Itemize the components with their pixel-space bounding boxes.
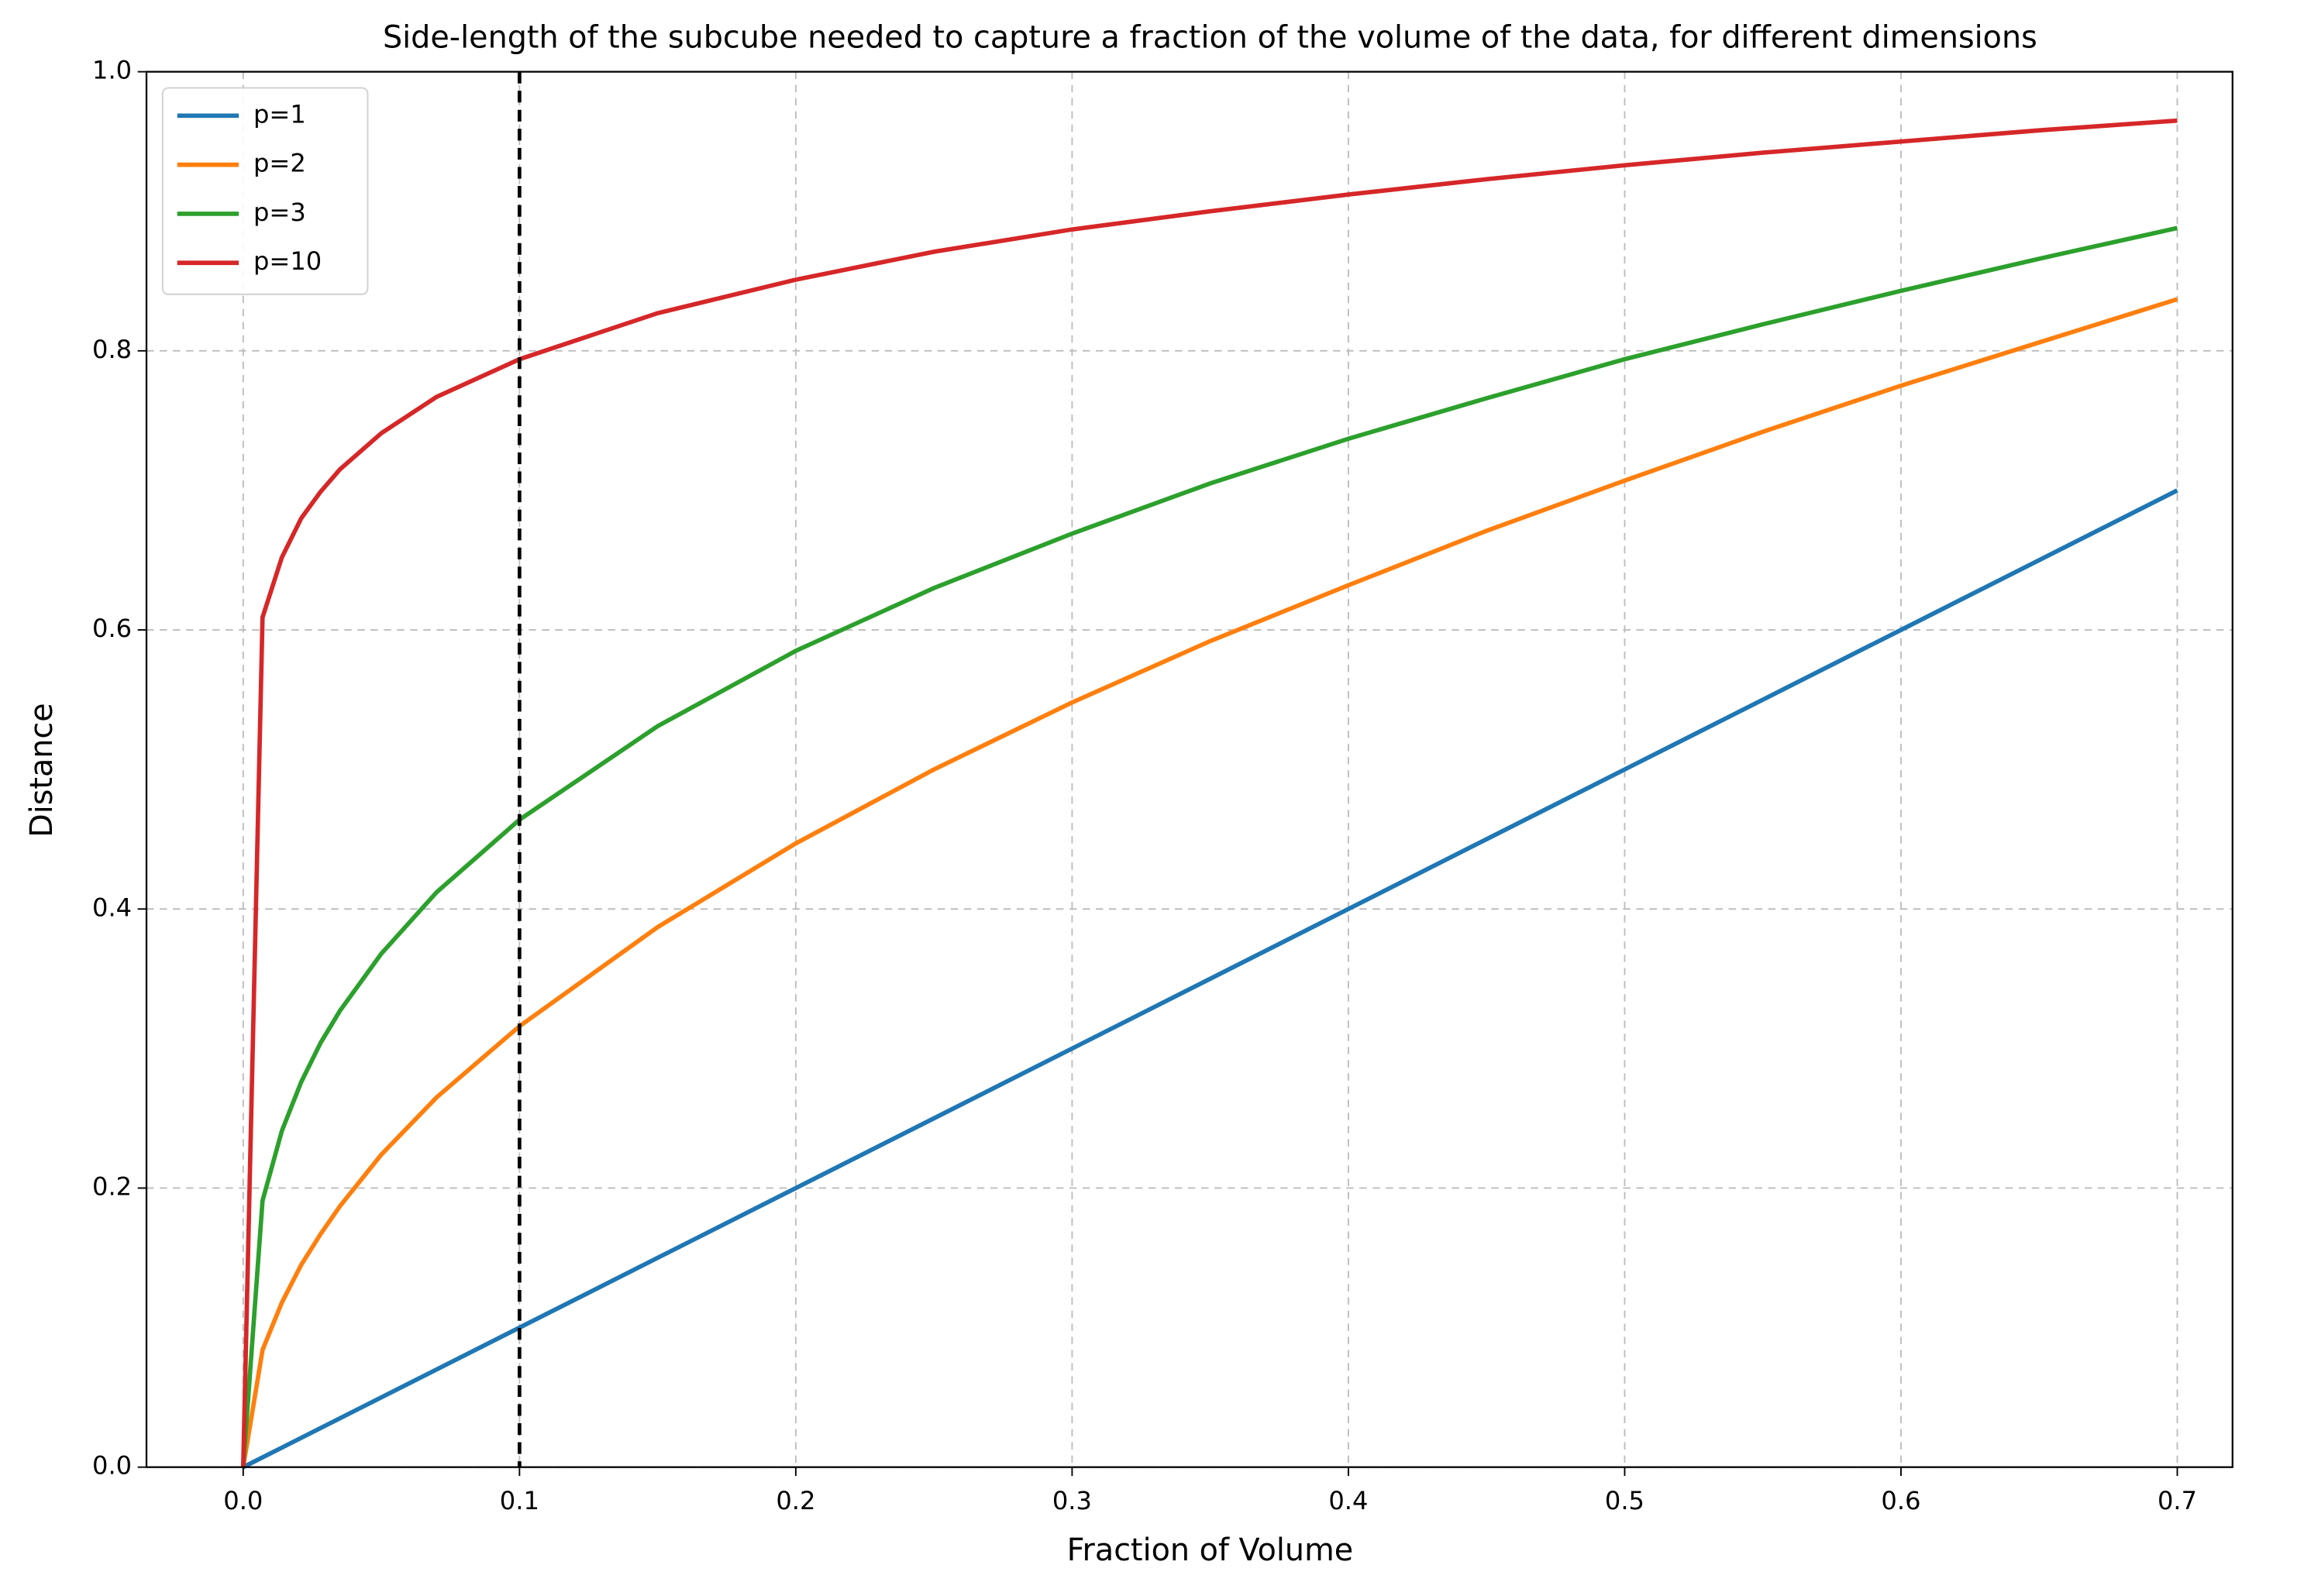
x-tick-label: 0.1	[500, 1486, 539, 1515]
y-tick-label: 0.4	[92, 893, 132, 922]
x-tick-label: 0.7	[2158, 1486, 2197, 1515]
legend-label: p=2	[253, 149, 306, 178]
x-tick-label: 0.0	[223, 1486, 263, 1515]
y-tick-label: 1.0	[92, 56, 132, 85]
chart-title: Side-length of the subcube needed to cap…	[383, 20, 2037, 56]
legend-label: p=10	[253, 246, 322, 276]
x-tick-label: 0.2	[776, 1486, 815, 1515]
y-tick-label: 0.8	[92, 335, 132, 364]
y-tick-label: 0.2	[92, 1171, 132, 1201]
series-line	[240, 118, 2178, 1467]
series-line	[242, 488, 2178, 1470]
legend-box	[161, 87, 369, 295]
series-line	[241, 297, 2178, 1468]
x-tick-label: 0.4	[1328, 1486, 1368, 1515]
x-tick-label: 0.5	[1605, 1486, 1644, 1515]
y-axis-label: Distance	[24, 703, 60, 838]
plot-frame	[145, 71, 2233, 1468]
x-tick-label: 0.3	[1052, 1486, 1092, 1515]
y-tick-label: 0.0	[92, 1451, 132, 1481]
legend-label: p=3	[253, 198, 306, 227]
legend-label: p=1	[253, 99, 306, 129]
series-line	[240, 225, 2178, 1467]
x-axis-label: Fraction of Volume	[1067, 1532, 1354, 1568]
y-tick-label: 0.6	[92, 614, 132, 643]
x-tick-label: 0.6	[1881, 1486, 1920, 1515]
legend: p=1 p=2 p=3 p=10	[161, 87, 369, 295]
